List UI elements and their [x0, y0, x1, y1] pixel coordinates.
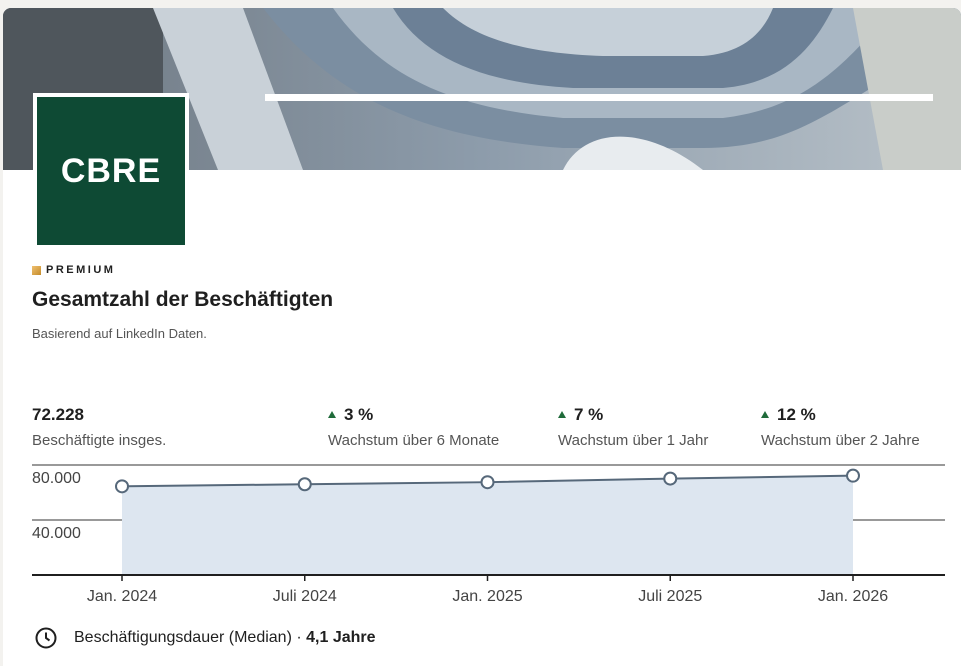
section-subtitle: Basierend auf LinkedIn Daten.	[32, 326, 207, 341]
stat-value: 72.228	[32, 405, 84, 425]
stat-value-text: 3 %	[344, 405, 373, 424]
section-title: Gesamtzahl der Beschäftigten	[32, 288, 333, 312]
x-tick-label: Juli 2024	[273, 588, 337, 605]
badge-text: PREMIUM	[46, 264, 115, 276]
data-point	[116, 480, 128, 492]
stat-label: Beschäftigte insges.	[32, 432, 166, 449]
stat-value: 3 %	[328, 405, 373, 425]
x-tick-label: Jan. 2024	[87, 588, 157, 605]
x-tick-label: Juli 2025	[638, 588, 702, 605]
data-point	[664, 473, 676, 485]
premium-badge: PREMIUM	[32, 264, 115, 276]
page: {"company": {"logo_text": "CBRE", "badge…	[0, 0, 961, 666]
stat-value-text: 7 %	[574, 405, 603, 424]
tenure-value: 4,1 Jahre	[306, 629, 375, 646]
stat-label: Wachstum über 1 Jahr	[558, 432, 708, 449]
data-point	[482, 476, 494, 488]
stat-value: 7 %	[558, 405, 603, 425]
company-card: CBRE PREMIUM Gesamtzahl der Beschäftigte…	[3, 8, 961, 666]
stat-label: Wachstum über 6 Monate	[328, 432, 499, 449]
area	[122, 476, 853, 575]
stat-label: Wachstum über 2 Jahre	[761, 432, 920, 449]
logo: CBRE	[33, 93, 189, 249]
tenure-label: Beschäftigungsdauer (Median) ·	[74, 629, 306, 646]
tenure: Beschäftigungsdauer (Median) · 4,1 Jahre	[34, 626, 376, 650]
x-tick-label: Jan. 2025	[452, 588, 522, 605]
logo-text: CBRE	[37, 97, 185, 245]
x-tick-label: Jan. 2026	[818, 588, 888, 605]
data-point	[847, 470, 859, 482]
data-point	[299, 478, 311, 490]
tenure-text: Beschäftigungsdauer (Median) · 4,1 Jahre	[74, 629, 376, 647]
y-tick-label: 40.000	[32, 525, 81, 542]
clock-icon	[34, 626, 58, 650]
stat-value-text: 12 %	[777, 405, 816, 424]
stat-value: 12 %	[761, 405, 816, 425]
line	[122, 476, 853, 487]
y-tick-label: 80.000	[32, 470, 81, 487]
